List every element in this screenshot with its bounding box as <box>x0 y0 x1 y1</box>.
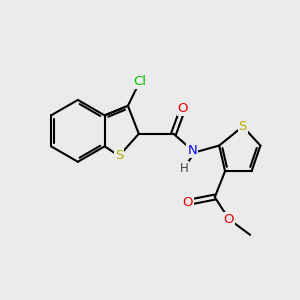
Text: H: H <box>179 162 188 175</box>
Text: Cl: Cl <box>133 75 146 88</box>
Text: O: O <box>182 196 193 209</box>
Text: N: N <box>188 144 197 158</box>
Text: S: S <box>115 149 123 162</box>
Text: O: O <box>178 102 188 115</box>
Text: O: O <box>224 213 234 226</box>
Text: S: S <box>238 120 247 133</box>
